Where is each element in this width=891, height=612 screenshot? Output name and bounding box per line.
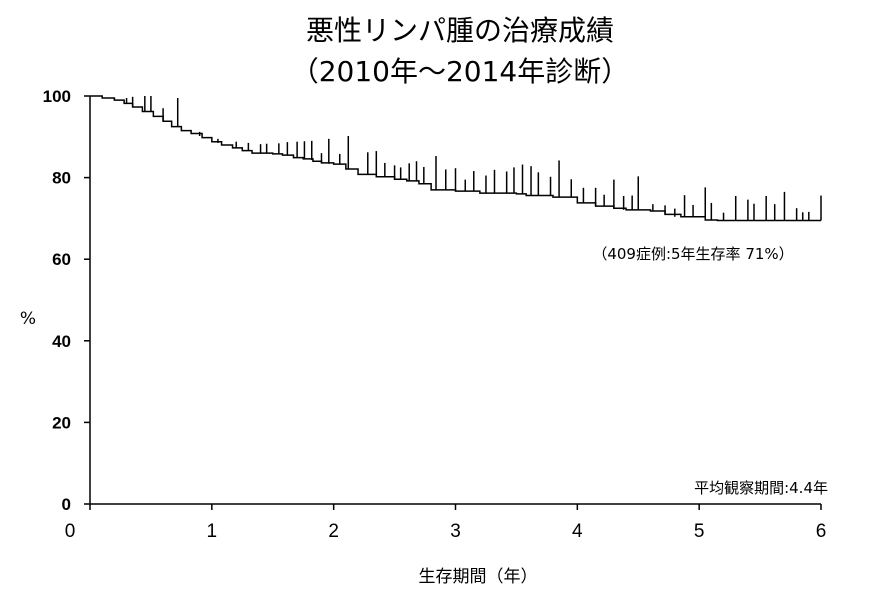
observation-period-note: 平均観察期間:4.4年: [694, 479, 828, 497]
x-tick-label: 1: [207, 521, 218, 542]
y-tick-label: 80: [52, 169, 71, 188]
y-tick-label: 40: [52, 332, 71, 351]
x-tick-label: 4: [572, 521, 583, 542]
survival-rate-annotation: （409症例:5年生存率 71%）: [592, 245, 793, 263]
chart-subtitle: （2010年～2014年診断）: [291, 55, 630, 88]
x-tick-label: 6: [816, 521, 827, 542]
y-tick-group: 0 20 40 60 80 100: [43, 87, 90, 514]
x-axis-label: 生存期間（年）: [419, 567, 538, 587]
x-tick-label: 2: [328, 521, 339, 542]
y-tick-label: 20: [52, 413, 71, 432]
chart-title: 悪性リンパ腫の治療成績: [306, 14, 614, 47]
survival-curve: [90, 95, 821, 222]
survival-curve-group: [90, 95, 822, 222]
y-tick-label: 0: [62, 495, 71, 514]
y-tick-label: 100: [43, 87, 71, 106]
x-tick-label: 5: [694, 521, 705, 542]
y-axis-label: %: [20, 309, 36, 329]
y-tick-label: 60: [52, 250, 71, 269]
x-tick-label: 3: [450, 521, 461, 542]
x-tick-label: 0: [65, 521, 76, 542]
x-tick-group: 0 1 2 3 4 5 6: [65, 504, 827, 542]
